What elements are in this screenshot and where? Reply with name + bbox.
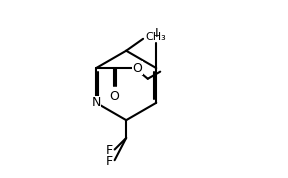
Text: N: N [92, 96, 101, 109]
Text: O: O [133, 62, 143, 75]
Text: F: F [106, 144, 113, 157]
Text: CH₃: CH₃ [145, 32, 166, 42]
Text: F: F [106, 155, 113, 168]
Text: O: O [109, 90, 119, 103]
Text: I: I [154, 27, 158, 40]
